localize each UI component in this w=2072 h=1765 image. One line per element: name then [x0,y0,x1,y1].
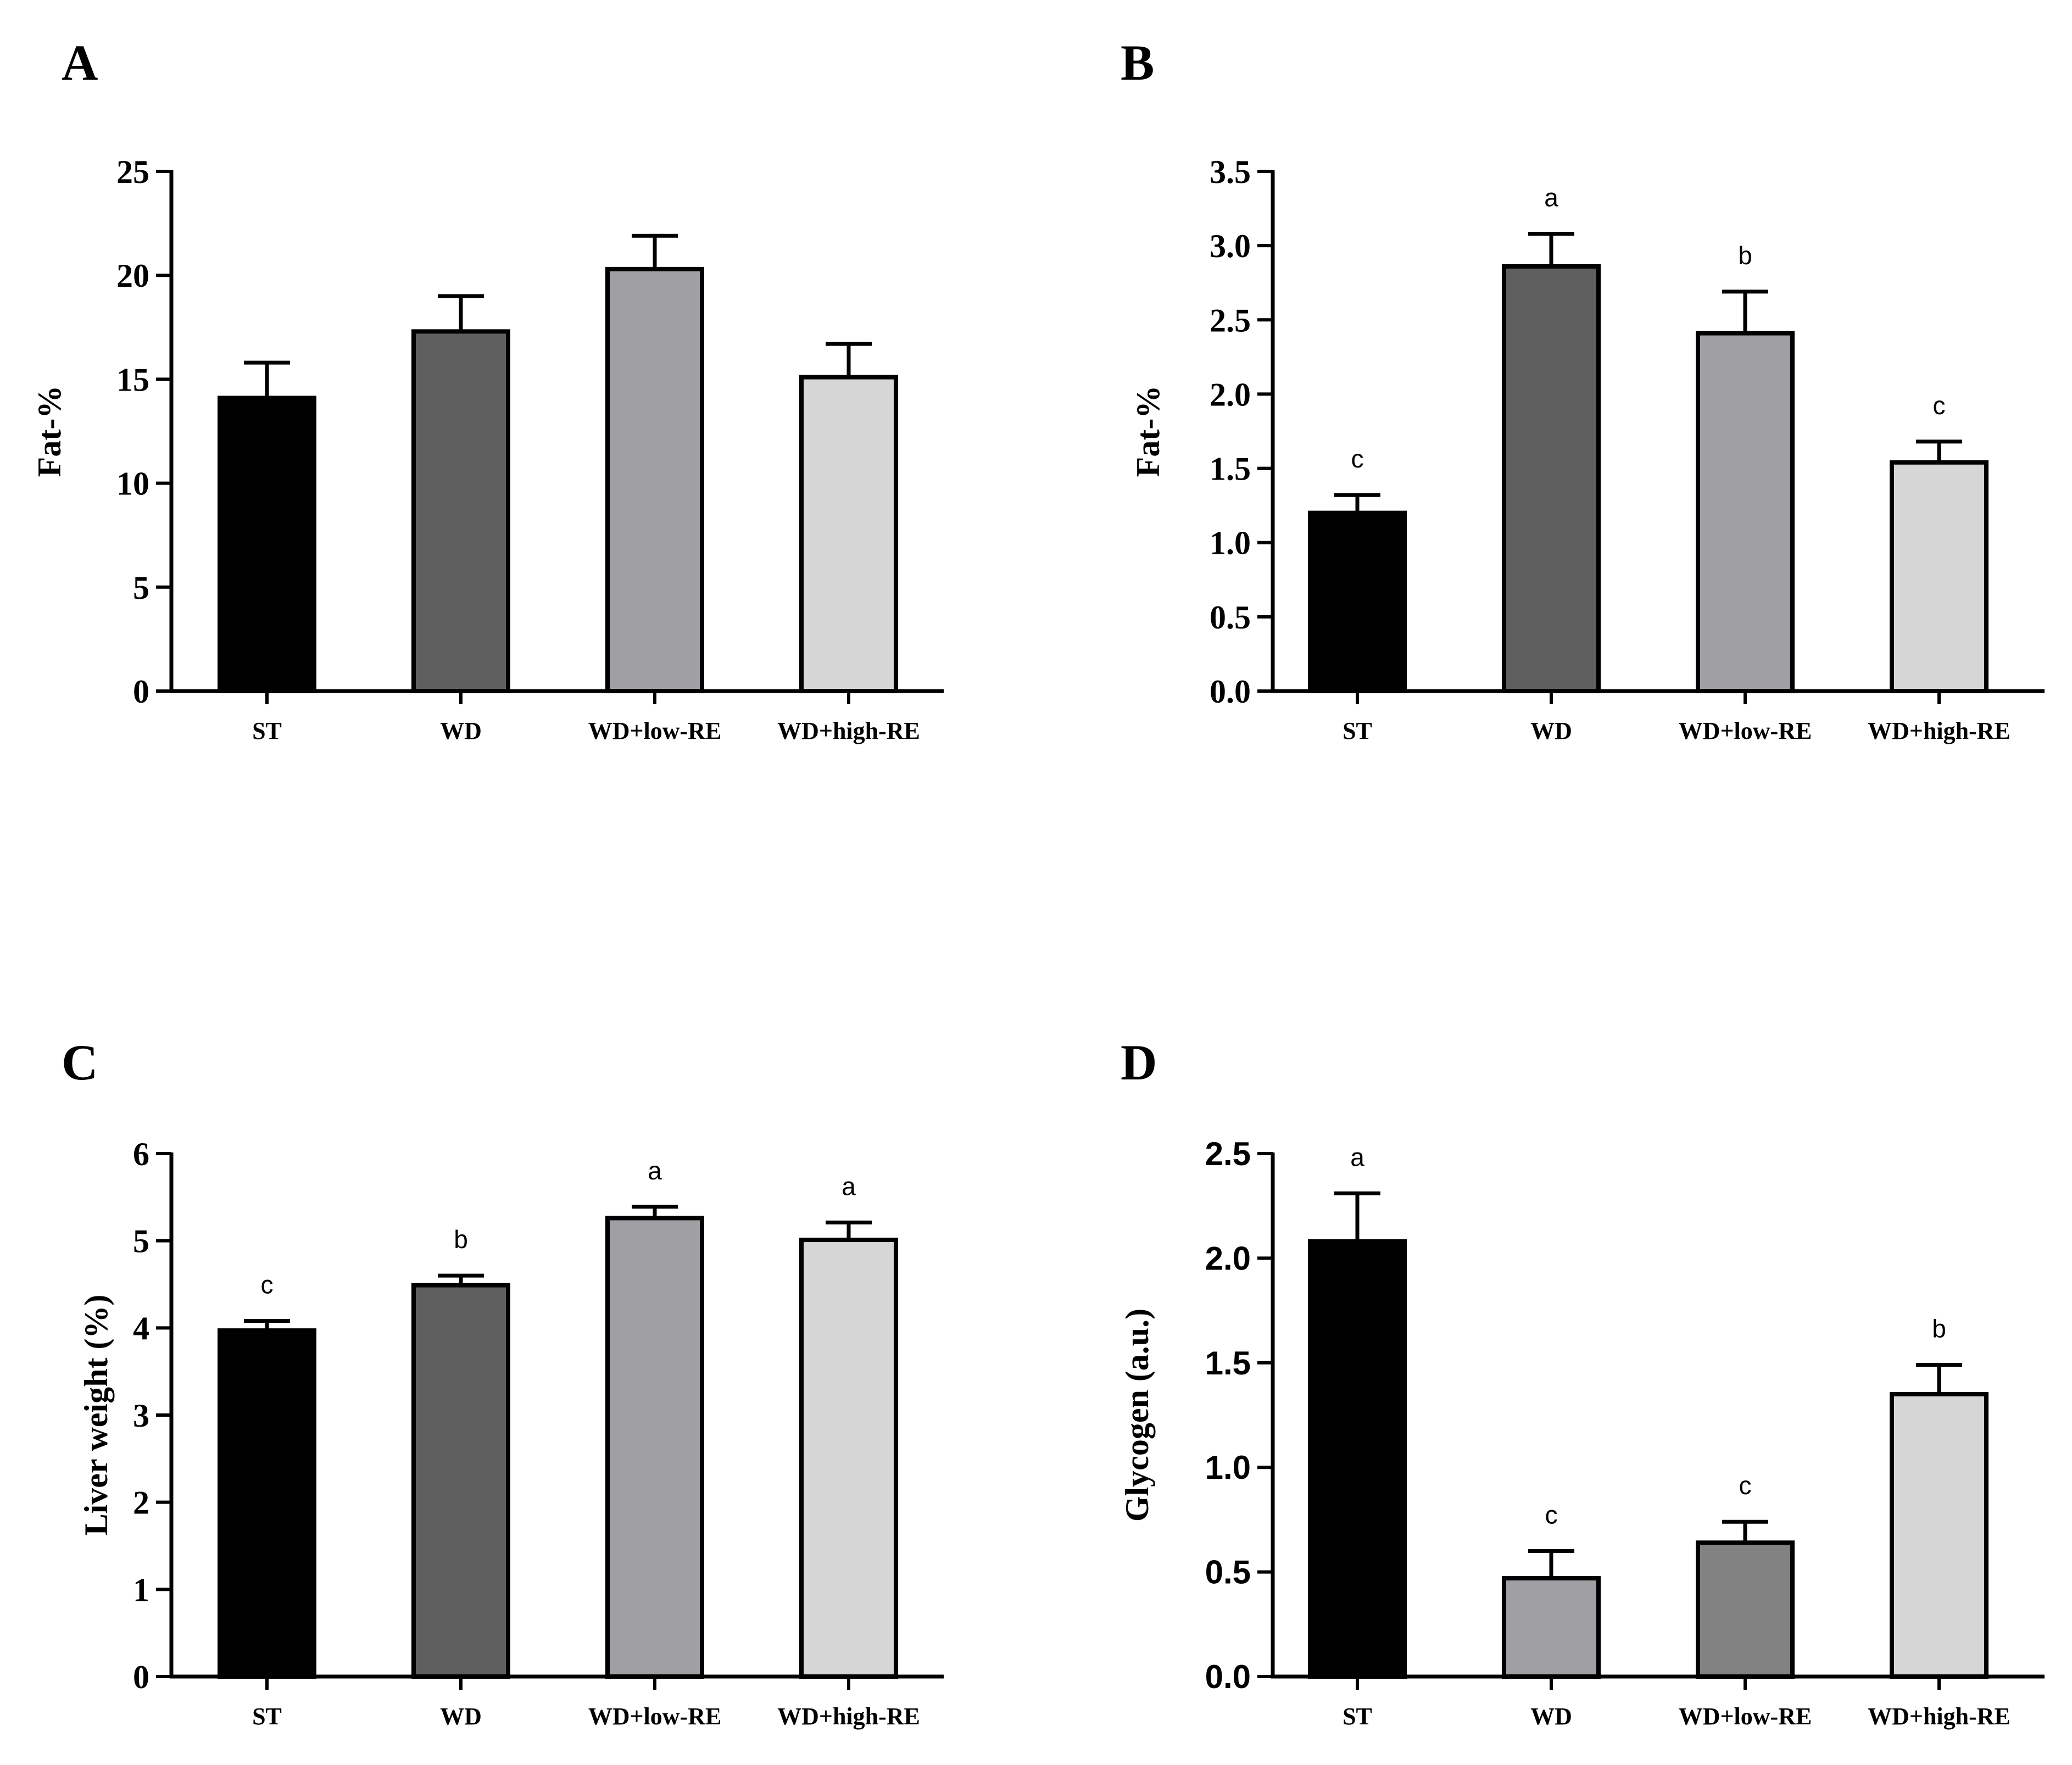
panel-b-letter: B [1121,35,1154,91]
panel-d-bar-wd-high-re [1890,1391,1989,1679]
panel-b-y-tick-label: 3.0 [1210,228,1251,264]
panel-a-category-label: WD [440,717,482,744]
panel-a-y-tick-label: 25 [116,154,149,190]
panel-d-y-axis-label: Glycogen (a.u.) [1119,1309,1155,1522]
panel-a-bar-wd-low-re [605,266,704,693]
panel-d-category-label: WD [1530,1703,1572,1730]
panel-b-category-label: ST [1343,717,1372,744]
panel-d-letter: D [1121,1034,1157,1090]
panel-c-significance-letter: c [261,1271,274,1299]
panel-d-y-tick-label: 0.5 [1205,1554,1251,1591]
panel-d-category-label: WD+low-RE [1679,1703,1812,1730]
panel-c-category-label: WD [440,1703,482,1730]
panel-c-bar-wd-low-re [605,1216,704,1679]
panel-b-y-tick-label: 3.5 [1210,154,1251,190]
panel-a-y-tick-label: 20 [116,258,149,294]
panel-d-y-tick-label: 2.0 [1205,1240,1251,1277]
panel-a-y-tick-label: 15 [116,361,149,398]
panel-d-bar-wd [1502,1576,1601,1679]
panel-d: D Glycogen (a.u.) 0.0 0.5 1.0 1.5 2.0 2.5 ST a W… [1119,1034,2045,1730]
panel-b-y-tick-label: 1.0 [1210,525,1251,561]
panel-b-significance-letter: c [1933,391,1946,420]
panel-d-y-tick-label: 0.0 [1205,1658,1251,1695]
panel-c-y-tick-label: 3 [133,1397,149,1434]
panel-b-bar-st [1308,510,1407,694]
panel-c-bar-wd [411,1283,510,1679]
panel-c-category-label: WD+low-RE [588,1703,722,1730]
panel-b-category-label: WD+low-RE [1679,717,1812,744]
panel-b-significance-letter: a [1544,183,1558,212]
panel-d-significance-letter: a [1350,1143,1364,1171]
panel-b-bar-wd-high-re [1890,460,1989,693]
panel-c-significance-letter: b [454,1225,468,1254]
panel-a-bar-st [218,396,316,693]
panel-d-y-tick-label: 2.5 [1205,1135,1251,1172]
panel-b-y-axis-label: Fat-% [1130,386,1166,477]
panel-c-significance-letter: a [842,1172,856,1200]
panel-b-significance-letter: c [1351,444,1364,473]
panel-a-y-tick-label: 10 [116,466,149,502]
panel-b-y-tick-label: 2.5 [1210,302,1251,338]
panel-c-category-label: WD+high-RE [777,1703,920,1730]
panel-b-y-tick-label: 2.0 [1210,376,1251,413]
panel-a-y-tick-label: 0 [133,673,149,710]
panel-a-bar-wd [411,329,510,693]
panel-d-category-label: ST [1343,1703,1372,1730]
panel-d-significance-letter: c [1739,1471,1752,1500]
panel-c-y-axis-label: Liver weight (%) [78,1295,114,1536]
panel-b-y-tick-label: 0.5 [1210,599,1251,636]
panel-c-category-label: ST [252,1703,282,1730]
panel-d-bar-wd-low-re [1696,1540,1795,1679]
panel-d-category-label: WD+high-RE [1868,1703,2010,1730]
panel-a-category-label: ST [252,717,282,744]
panel-c-y-tick-label: 1 [133,1572,149,1608]
panel-a-bar-wd-high-re [799,375,898,693]
panel-b-y-tick-label: 0.0 [1210,673,1251,710]
panel-a-y-axis-label: Fat-% [31,386,68,477]
panel-d-bar-st [1308,1239,1407,1679]
panel-b-significance-letter: b [1738,241,1752,270]
panel-b-bar-wd [1502,264,1601,693]
panel-a-category-label: WD+low-RE [588,717,722,744]
panel-c-bar-wd-high-re [799,1238,898,1679]
panel-d-y-tick-label: 1.5 [1205,1345,1251,1382]
panel-c-bar-st [218,1328,316,1679]
panel-d-significance-letter: b [1932,1315,1946,1343]
panel-a-category-label: WD+high-RE [777,717,920,744]
panel-b-y-tick-label: 1.5 [1210,451,1251,487]
panel-b-category-label: WD [1530,717,1572,744]
panel-b-category-label: WD+high-RE [1868,717,2010,744]
panel-c-y-tick-label: 5 [133,1223,149,1260]
panel-a: A Fat-% 0 5 10 15 20 25 ST WD WD+low-RE WD+high-R… [31,35,944,744]
panel-c-y-tick-label: 4 [133,1310,149,1346]
panel-b-bar-wd-low-re [1696,331,1795,693]
panel-c: C Liver weight (%) 0 1 2 3 4 5 6 ST c WD b WD+low-R… [62,1034,944,1730]
panel-c-y-tick-label: 2 [133,1485,149,1521]
panel-a-letter: A [62,35,98,91]
panel-c-y-tick-label: 0 [133,1659,149,1695]
panel-b: B Fat-% 0.0 0.5 1.0 1.5 2.0 2.5 3.0 3.5 ST c WD a WD… [1121,35,2045,744]
panel-c-y-tick-label: 6 [133,1136,149,1172]
panel-d-significance-letter: c [1545,1501,1558,1529]
panel-d-y-tick-label: 1.0 [1205,1449,1251,1486]
panel-c-letter: C [62,1034,98,1090]
panel-a-y-tick-label: 5 [133,570,149,606]
panel-c-significance-letter: a [648,1156,662,1185]
